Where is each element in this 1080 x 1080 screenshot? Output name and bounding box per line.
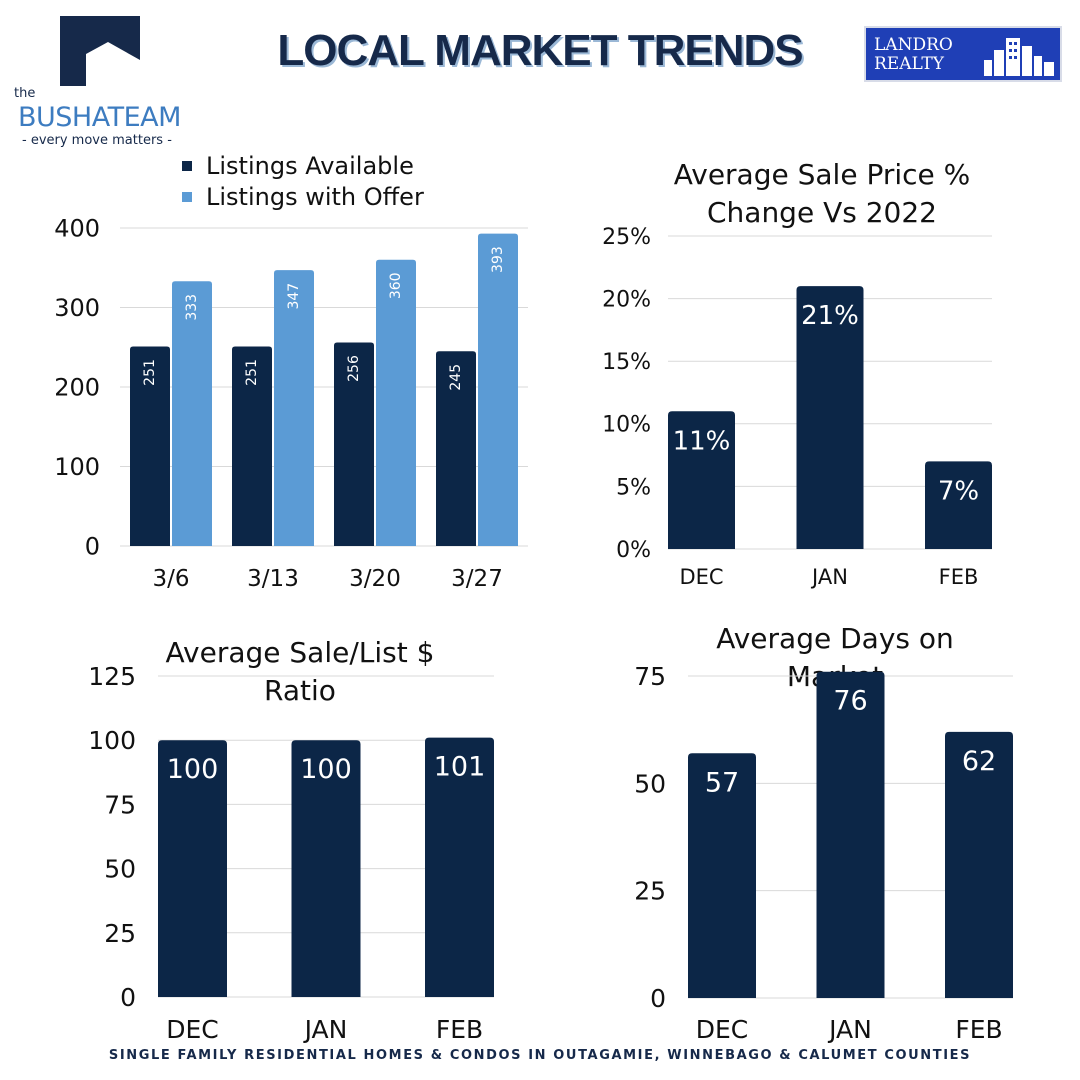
legend-item: Listings Available bbox=[182, 150, 424, 181]
data-label: 347 bbox=[286, 283, 302, 310]
footer-note: SINGLE FAMILY RESIDENTIAL HOMES & CONDOS… bbox=[108, 1048, 972, 1063]
y-tick-label: 125 bbox=[88, 662, 136, 691]
y-tick-label: 300 bbox=[54, 294, 100, 322]
y-tick-label: 10% bbox=[602, 413, 651, 438]
x-tick-label: FEB bbox=[939, 565, 979, 589]
x-tick-label: 3/20 bbox=[349, 566, 401, 592]
y-tick-label: 15% bbox=[602, 350, 651, 375]
y-tick-label: 100 bbox=[54, 453, 100, 481]
data-label: 62 bbox=[962, 746, 996, 777]
y-tick-label: 50 bbox=[104, 855, 136, 884]
house-icon bbox=[60, 16, 140, 86]
x-tick-label: 3/13 bbox=[247, 566, 299, 592]
data-label: 21% bbox=[801, 301, 859, 331]
data-label: 251 bbox=[142, 359, 158, 386]
y-tick-label: 0% bbox=[616, 538, 651, 563]
x-tick-label: DEC bbox=[696, 1015, 749, 1044]
y-tick-label: 5% bbox=[616, 475, 651, 500]
bar bbox=[688, 753, 756, 998]
data-label: 256 bbox=[346, 355, 362, 382]
x-tick-label: DEC bbox=[679, 565, 723, 589]
data-label: 7% bbox=[938, 476, 979, 506]
data-label: 360 bbox=[388, 272, 404, 299]
y-tick-label: 20% bbox=[602, 288, 651, 313]
legend-swatch-available bbox=[182, 160, 192, 171]
bar bbox=[232, 346, 272, 546]
data-label: 333 bbox=[184, 294, 200, 321]
bar bbox=[425, 737, 494, 997]
x-tick-label: DEC bbox=[166, 1015, 219, 1044]
y-tick-label: 50 bbox=[634, 769, 666, 798]
legend-item: Listings with Offer bbox=[182, 181, 424, 212]
y-tick-label: 25 bbox=[104, 919, 136, 948]
y-tick-label: 25% bbox=[602, 225, 651, 250]
y-tick-label: 75 bbox=[634, 662, 666, 691]
landro-realty-logo: LANDRO REALTY bbox=[864, 26, 1062, 82]
x-tick-label: FEB bbox=[955, 1015, 1002, 1044]
page-title: LOCAL MARKET TRENDS bbox=[277, 26, 803, 75]
right-brand-line1: LANDRO bbox=[874, 35, 953, 55]
data-label: 101 bbox=[434, 752, 486, 783]
x-tick-label: FEB bbox=[436, 1015, 483, 1044]
bar bbox=[436, 351, 476, 546]
right-brand-line2: REALTY bbox=[874, 54, 944, 74]
y-tick-label: 0 bbox=[650, 984, 666, 1013]
chart-title-sale-list-ratio: Average Sale/List $ Ratio bbox=[165, 636, 435, 707]
data-label: 251 bbox=[244, 359, 260, 386]
bar bbox=[376, 259, 416, 546]
data-label: 100 bbox=[300, 754, 352, 785]
bar bbox=[796, 286, 864, 549]
bar bbox=[158, 740, 227, 997]
legend-label: Listings with Offer bbox=[206, 182, 424, 211]
bar bbox=[816, 671, 885, 998]
y-tick-label: 100 bbox=[88, 726, 136, 755]
bar bbox=[945, 731, 1013, 998]
chart-title-price-change: Average Sale Price % Change Vs 2022 bbox=[673, 158, 971, 229]
bar bbox=[274, 270, 314, 546]
data-label: 245 bbox=[448, 364, 464, 391]
brand-tagline: - every move matters - bbox=[22, 133, 172, 148]
x-tick-label: JAN bbox=[810, 565, 848, 589]
x-tick-label: JAN bbox=[827, 1015, 872, 1044]
y-tick-label: 0 bbox=[85, 533, 100, 561]
bar bbox=[668, 411, 735, 549]
x-tick-label: 3/6 bbox=[152, 566, 189, 592]
data-label: 100 bbox=[167, 754, 219, 785]
city-skyline-icon bbox=[984, 38, 1054, 76]
bar bbox=[334, 342, 374, 546]
y-tick-label: 0 bbox=[120, 983, 136, 1012]
legend-label: Listings Available bbox=[206, 151, 414, 180]
y-tick-label: 25 bbox=[634, 877, 666, 906]
y-tick-label: 75 bbox=[104, 790, 136, 819]
brand-name: BUSHATEAM bbox=[18, 102, 181, 133]
legend-swatch-offer bbox=[182, 191, 192, 202]
brand-prefix: the bbox=[14, 86, 36, 101]
bar bbox=[925, 461, 992, 549]
x-tick-label: 3/27 bbox=[451, 566, 503, 592]
legend: Listings Available Listings with Offer bbox=[182, 150, 424, 212]
busha-team-logo: the BUSHATEAM - every move matters - bbox=[8, 14, 208, 154]
data-label: 393 bbox=[490, 246, 506, 273]
data-label: 76 bbox=[833, 686, 867, 717]
bar bbox=[478, 233, 518, 546]
bar bbox=[130, 346, 170, 546]
bar bbox=[291, 740, 361, 997]
x-tick-label: JAN bbox=[303, 1015, 348, 1044]
data-label: 11% bbox=[673, 426, 731, 456]
y-tick-label: 400 bbox=[54, 215, 100, 243]
y-tick-label: 200 bbox=[54, 374, 100, 402]
bar bbox=[172, 281, 212, 546]
data-label: 57 bbox=[705, 767, 739, 798]
